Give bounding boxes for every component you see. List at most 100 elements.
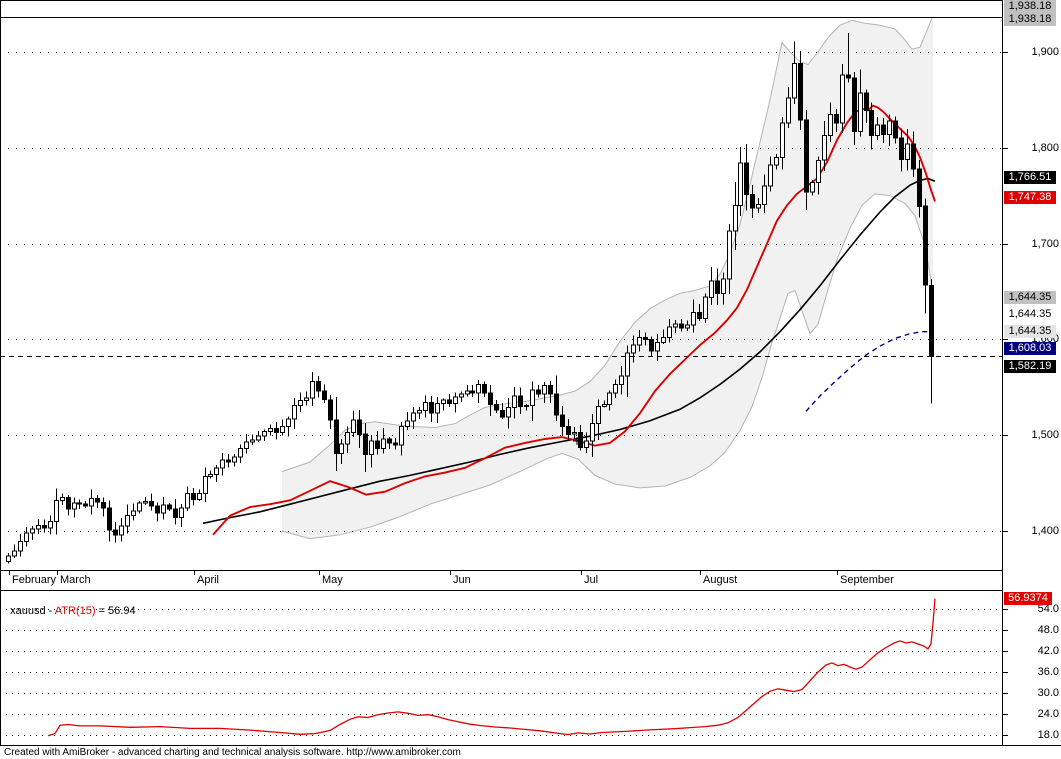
month-tick: [194, 571, 195, 575]
candle-body: [911, 143, 916, 170]
candle-body: [518, 395, 523, 407]
candle-body: [804, 119, 809, 193]
price-value-badge: 1,747.38: [1004, 191, 1056, 204]
date-axis[interactable]: February March April May Jun Jul August Septemb…: [0, 570, 1003, 591]
candle-body: [149, 500, 154, 507]
candle-body: [399, 426, 404, 446]
status-text: Created with AmiBroker - advanced charti…: [4, 747, 461, 758]
candle-body: [846, 74, 851, 79]
candle-body: [369, 440, 374, 455]
candle-body: [24, 532, 29, 543]
candle-body: [429, 402, 434, 414]
candle-body: [197, 493, 202, 500]
price-value-badge: 1,766.51: [1004, 171, 1056, 184]
bollinger-top-line: [281, 18, 933, 473]
candle-body: [256, 435, 261, 441]
candle-body: [673, 323, 678, 328]
candle-body: [119, 525, 124, 536]
month-tick: [319, 571, 320, 575]
atr-indicator-chart[interactable]: [0, 591, 1003, 745]
price-value-badge: 1,938.18: [1004, 0, 1056, 13]
month-label: April: [197, 574, 220, 586]
candle-body: [375, 440, 380, 450]
bollinger-band-fill: [282, 18, 933, 539]
candle-body: [280, 426, 285, 433]
candle-body: [649, 338, 654, 352]
month-label: September: [840, 574, 894, 586]
candle-body: [54, 499, 59, 522]
candle-body: [274, 428, 279, 433]
candle-body: [786, 97, 791, 124]
candle-body: [298, 400, 303, 407]
candle-body: [351, 419, 356, 433]
candle-body: [810, 181, 815, 193]
candle-body: [768, 164, 773, 187]
candle-body: [459, 393, 464, 398]
candle-body: [387, 438, 392, 444]
candle-body: [756, 203, 761, 209]
candle-body: [875, 124, 880, 136]
candle-body: [858, 92, 863, 132]
candle-body: [214, 467, 219, 475]
atr-axis-tick: [1003, 693, 1008, 694]
price-axis-tick: [1003, 339, 1008, 340]
price-axis-label: 1,900: [1031, 46, 1059, 58]
candle-body: [453, 396, 458, 405]
candle-body: [631, 344, 636, 354]
candle-body: [762, 185, 767, 205]
candle-body: [179, 507, 184, 519]
candle-body: [780, 122, 785, 158]
candle-body: [744, 162, 749, 196]
candle-body: [709, 280, 714, 298]
main-price-chart[interactable]: [0, 18, 1003, 570]
candle-body: [66, 497, 71, 510]
candle-body: [262, 430, 267, 437]
atr-axis-tick: [1003, 672, 1008, 673]
price-axis-tick: [1003, 435, 1008, 436]
candle-body: [161, 504, 166, 514]
atr-symbol-text: xauusd -: [10, 605, 55, 617]
atr-axis-tick: [1003, 714, 1008, 715]
candle-body: [602, 404, 607, 407]
candle-body: [310, 381, 315, 399]
status-bar: Created with AmiBroker - advanced charti…: [0, 745, 1061, 759]
candle-body: [435, 403, 440, 414]
candle-body: [697, 312, 702, 319]
candle-body: [679, 323, 684, 329]
candle-body: [72, 502, 77, 510]
candle-body: [578, 431, 583, 449]
candle-body: [328, 399, 333, 421]
candle-body: [101, 501, 106, 509]
candle-body: [339, 443, 344, 454]
month-tick: [700, 571, 701, 575]
atr-indicator-value: = 56.94: [95, 605, 136, 617]
candle-body: [899, 137, 904, 160]
candle-body: [131, 510, 136, 517]
candle-body: [18, 541, 23, 552]
price-axis-tick: [1003, 148, 1008, 149]
month-label: March: [60, 574, 91, 586]
candle-body: [286, 418, 291, 428]
price-axis-label: 1,800: [1031, 142, 1059, 154]
price-value-badge: 1,582.19: [1004, 360, 1056, 373]
atr-axis-tick: [1003, 630, 1008, 631]
candle-body: [476, 383, 481, 394]
candle-body: [345, 431, 350, 445]
month-label: February: [12, 574, 57, 586]
candle-body: [185, 493, 190, 509]
candle-body: [625, 352, 630, 377]
candle-body: [917, 168, 922, 207]
candle-body: [864, 92, 869, 111]
candle-body: [470, 390, 475, 394]
candle-body: [715, 280, 720, 294]
candle-body: [542, 384, 547, 395]
candle-body: [774, 156, 779, 166]
candle-body: [661, 337, 666, 343]
price-axis[interactable]: 1,900 1,800 1,700 1,600 1,500 1,400 54.0 48.0 42…: [1003, 0, 1061, 745]
candle-body: [727, 230, 732, 280]
month-label: May: [322, 574, 343, 586]
candle-body: [596, 406, 601, 425]
month-label: August: [703, 574, 738, 586]
atr-pane-title: xauusd - ATR(15) = 56.94: [4, 593, 136, 617]
